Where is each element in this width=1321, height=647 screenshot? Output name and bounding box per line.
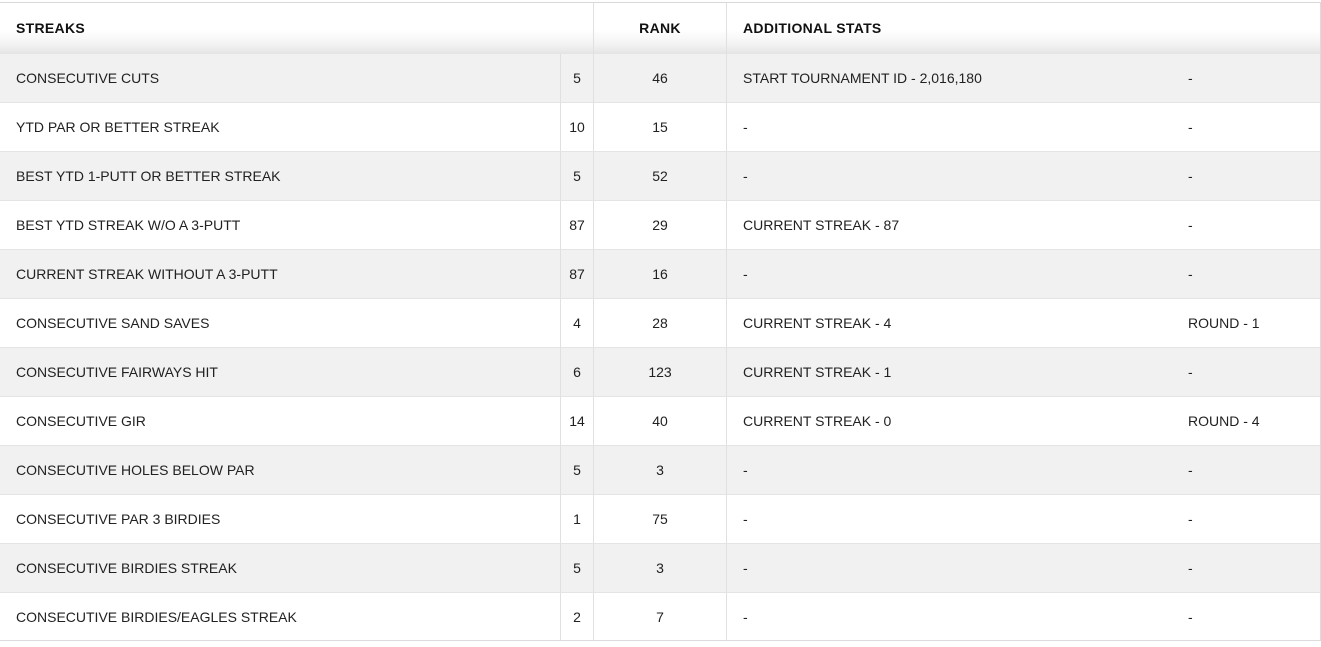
streak-name-cell: CONSECUTIVE GIR	[16, 413, 146, 429]
streak-value-cell: 1	[560, 495, 593, 543]
streak-value-cell: 5	[560, 152, 593, 200]
streak-value-cell: 4	[560, 299, 593, 347]
streak-name-cell: CONSECUTIVE FAIRWAYS HIT	[16, 364, 218, 380]
table-row: CONSECUTIVE FAIRWAYS HIT 6 123 CURRENT S…	[0, 347, 1320, 396]
additional-stat-cell: START TOURNAMENT ID - 2,016,180	[726, 54, 1188, 102]
streak-rank-cell: 15	[593, 103, 726, 151]
additional-stat-cell: -	[726, 495, 1188, 543]
streak-rank-cell: 52	[593, 152, 726, 200]
streak-name-cell: CONSECUTIVE SAND SAVES	[16, 315, 210, 331]
streak-name-cell: CONSECUTIVE HOLES BELOW PAR	[16, 462, 255, 478]
additional-stat2-cell: ROUND - 1	[1188, 315, 1260, 331]
streak-rank-cell: 75	[593, 495, 726, 543]
streak-rank-cell: 29	[593, 201, 726, 249]
streak-name-cell: BEST YTD STREAK W/O A 3-PUTT	[16, 217, 241, 233]
table-row: YTD PAR OR BETTER STREAK 10 15 - -	[0, 102, 1320, 151]
streak-value-cell: 14	[560, 397, 593, 445]
additional-stat-cell: -	[726, 152, 1188, 200]
streak-value-cell: 6	[560, 348, 593, 396]
table-row: CONSECUTIVE CUTS 5 46 START TOURNAMENT I…	[0, 53, 1320, 102]
table-header-row: STREAKS RANK ADDITIONAL STATS	[0, 3, 1320, 53]
streak-rank-cell: 16	[593, 250, 726, 298]
additional-stat-cell: CURRENT STREAK - 87	[726, 201, 1188, 249]
streak-name-cell: CONSECUTIVE CUTS	[16, 70, 160, 86]
additional-stat2-cell: ROUND - 4	[1188, 413, 1260, 429]
additional-stat2-cell: -	[1188, 511, 1193, 527]
additional-stat2-cell: -	[1188, 70, 1193, 86]
additional-stat-cell: -	[726, 593, 1188, 640]
streak-name-cell: CURRENT STREAK WITHOUT A 3-PUTT	[16, 266, 278, 282]
streak-rank-cell: 7	[593, 593, 726, 640]
streak-name-cell: YTD PAR OR BETTER STREAK	[16, 119, 220, 135]
streak-value-cell: 2	[560, 593, 593, 640]
additional-stat2-cell: -	[1188, 168, 1193, 184]
table-row: BEST YTD STREAK W/O A 3-PUTT 87 29 CURRE…	[0, 200, 1320, 249]
additional-stat-cell: CURRENT STREAK - 1	[726, 348, 1188, 396]
streak-rank-cell: 123	[593, 348, 726, 396]
streak-value-cell: 5	[560, 446, 593, 494]
additional-stat2-cell: -	[1188, 119, 1193, 135]
table-row: CONSECUTIVE SAND SAVES 4 28 CURRENT STRE…	[0, 298, 1320, 347]
additional-stat-cell: -	[726, 250, 1188, 298]
additional-stat-cell: CURRENT STREAK - 0	[726, 397, 1188, 445]
streak-rank-cell: 3	[593, 446, 726, 494]
additional-stat2-cell: -	[1188, 217, 1193, 233]
column-header-rank: RANK	[593, 3, 726, 53]
additional-stat2-cell: -	[1188, 462, 1193, 478]
streak-name-cell: CONSECUTIVE BIRDIES/EAGLES STREAK	[16, 608, 297, 625]
streak-value-cell: 87	[560, 250, 593, 298]
table-row: CONSECUTIVE BIRDIES/EAGLES STREAK 2 7 - …	[0, 592, 1320, 641]
table-row: CONSECUTIVE PAR 3 BIRDIES 1 75 - -	[0, 494, 1320, 543]
streak-value-cell: 10	[560, 103, 593, 151]
table-body: CONSECUTIVE CUTS 5 46 START TOURNAMENT I…	[0, 53, 1320, 641]
additional-stat-cell: -	[726, 103, 1188, 151]
streak-name-cell: CONSECUTIVE BIRDIES STREAK	[16, 560, 237, 576]
additional-stat2-cell: -	[1188, 608, 1193, 625]
streak-rank-cell: 28	[593, 299, 726, 347]
table-row: CURRENT STREAK WITHOUT A 3-PUTT 87 16 - …	[0, 249, 1320, 298]
additional-stat-cell: CURRENT STREAK - 4	[726, 299, 1188, 347]
streak-value-cell: 5	[560, 544, 593, 592]
column-header-additional-stats: ADDITIONAL STATS	[726, 3, 1320, 53]
additional-stat2-cell: -	[1188, 560, 1193, 576]
streak-value-cell: 87	[560, 201, 593, 249]
additional-stat-cell: -	[726, 446, 1188, 494]
streak-rank-cell: 46	[593, 54, 726, 102]
column-header-streaks: STREAKS	[16, 20, 85, 36]
streak-name-cell: BEST YTD 1-PUTT OR BETTER STREAK	[16, 168, 281, 184]
streak-rank-cell: 40	[593, 397, 726, 445]
streak-value-cell: 5	[560, 54, 593, 102]
streak-rank-cell: 3	[593, 544, 726, 592]
additional-stat2-cell: -	[1188, 266, 1193, 282]
additional-stat-cell: -	[726, 544, 1188, 592]
table-row: CONSECUTIVE HOLES BELOW PAR 5 3 - -	[0, 445, 1320, 494]
table-row: CONSECUTIVE GIR 14 40 CURRENT STREAK - 0…	[0, 396, 1320, 445]
streak-name-cell: CONSECUTIVE PAR 3 BIRDIES	[16, 511, 221, 527]
table-row: BEST YTD 1-PUTT OR BETTER STREAK 5 52 - …	[0, 151, 1320, 200]
table-row: CONSECUTIVE BIRDIES STREAK 5 3 - -	[0, 543, 1320, 592]
additional-stat2-cell: -	[1188, 364, 1193, 380]
